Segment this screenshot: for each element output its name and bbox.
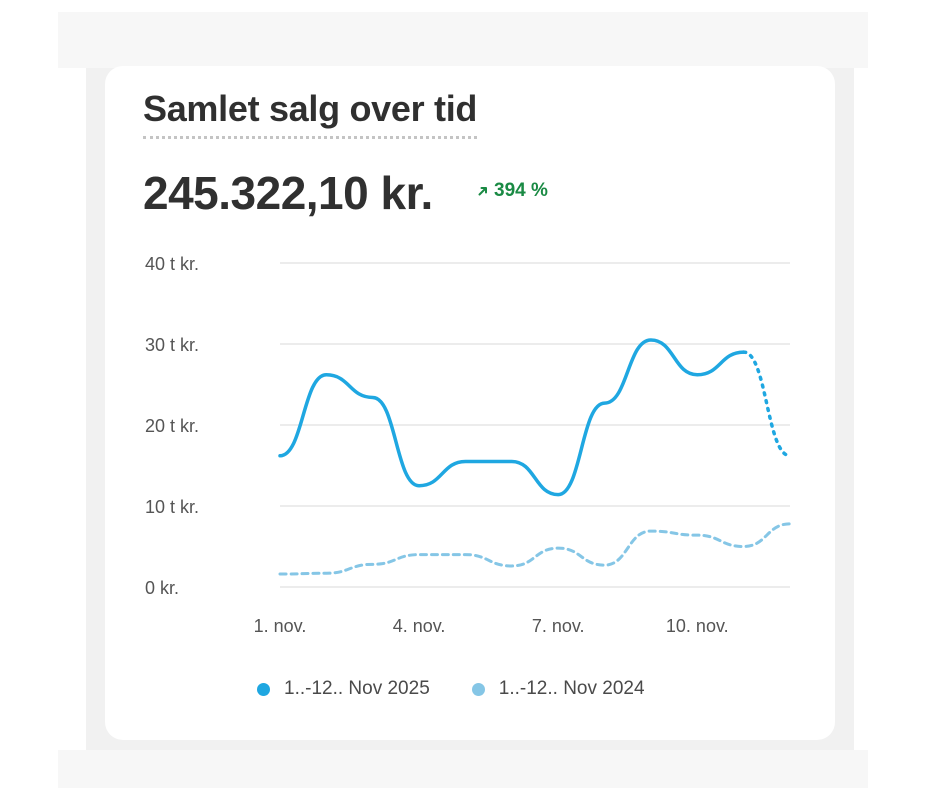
legend-item-current[interactable]: 1..-12.. Nov 2025 [257,678,430,700]
change-badge: 394 % [477,180,548,202]
legend-label-current: 1..-12.. Nov 2025 [284,678,430,699]
arrow-up-right-icon [478,187,487,196]
y-tick-label: 0 kr. [145,578,179,598]
x-tick-label: 7. nov. [532,616,585,636]
y-tick-label: 10 t kr. [145,497,199,517]
backdrop-top [58,12,868,68]
legend-item-previous[interactable]: 1..-12.. Nov 2024 [471,678,645,700]
legend: 1..-12.. Nov 2025 1..-12.. Nov 2024 [257,678,645,700]
x-tick-label: 10. nov. [666,616,729,636]
series-line-current [278,338,746,497]
total-sales-value: 245.322,10 kr. [143,167,433,219]
card-title[interactable]: Samlet salg over tid [143,86,477,139]
y-tick-label: 20 t kr. [145,416,199,436]
legend-label-previous: 1..-12.. Nov 2024 [498,678,645,699]
x-tick-label: 1. nov. [254,616,307,636]
change-value: 394 % [494,180,548,201]
y-tick-label: 30 t kr. [145,335,199,355]
backdrop-bottom [58,750,868,788]
series-line-previous [278,522,792,576]
legend-dot-previous [471,682,485,696]
sales-card: Samlet salg over tid 245.322,10 kr. 394 … [105,66,835,740]
series-line-current-projection [741,350,792,458]
x-tick-label: 4. nov. [393,616,446,636]
y-tick-label: 40 t kr. [145,254,199,274]
sales-chart: 0 kr. 10 t kr. 20 t kr. 30 t kr. 40 t kr. 1. … [145,254,792,636]
legend-dot-current [257,682,270,696]
